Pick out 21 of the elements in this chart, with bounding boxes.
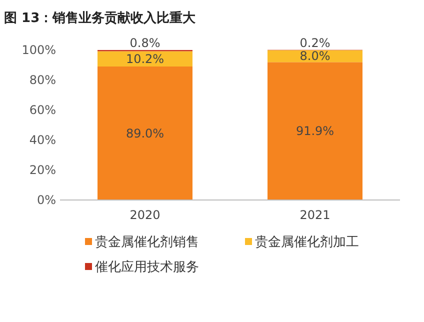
data-label: 0.2% bbox=[300, 36, 330, 50]
y-tick-label: 100% bbox=[22, 43, 56, 57]
legend-label: 贵金属催化剂加工 bbox=[255, 234, 359, 250]
data-label: 91.9% bbox=[296, 124, 334, 138]
bar bbox=[98, 51, 192, 66]
data-label: 89.0% bbox=[126, 126, 164, 140]
data-label: 8.0% bbox=[300, 49, 330, 64]
y-tick-label: 0% bbox=[36, 193, 56, 207]
legend-label: 贵金属催化剂销售 bbox=[95, 234, 199, 250]
y-tick-label: 20% bbox=[29, 163, 56, 177]
legend-label: 催化应用技术服务 bbox=[95, 259, 199, 275]
y-tick-label: 40% bbox=[29, 133, 56, 147]
data-label: 10.2% bbox=[126, 52, 164, 66]
bar bbox=[268, 62, 362, 200]
bar bbox=[98, 66, 192, 200]
data-label: 0.8% bbox=[130, 36, 160, 50]
y-tick-label: 60% bbox=[29, 103, 56, 117]
x-tick-label: 2020 bbox=[130, 208, 160, 222]
chart-title: 图 13：销售业务贡献收入比重大 bbox=[4, 10, 197, 26]
x-tick-label: 2021 bbox=[300, 208, 330, 222]
y-tick-label: 80% bbox=[29, 73, 56, 87]
